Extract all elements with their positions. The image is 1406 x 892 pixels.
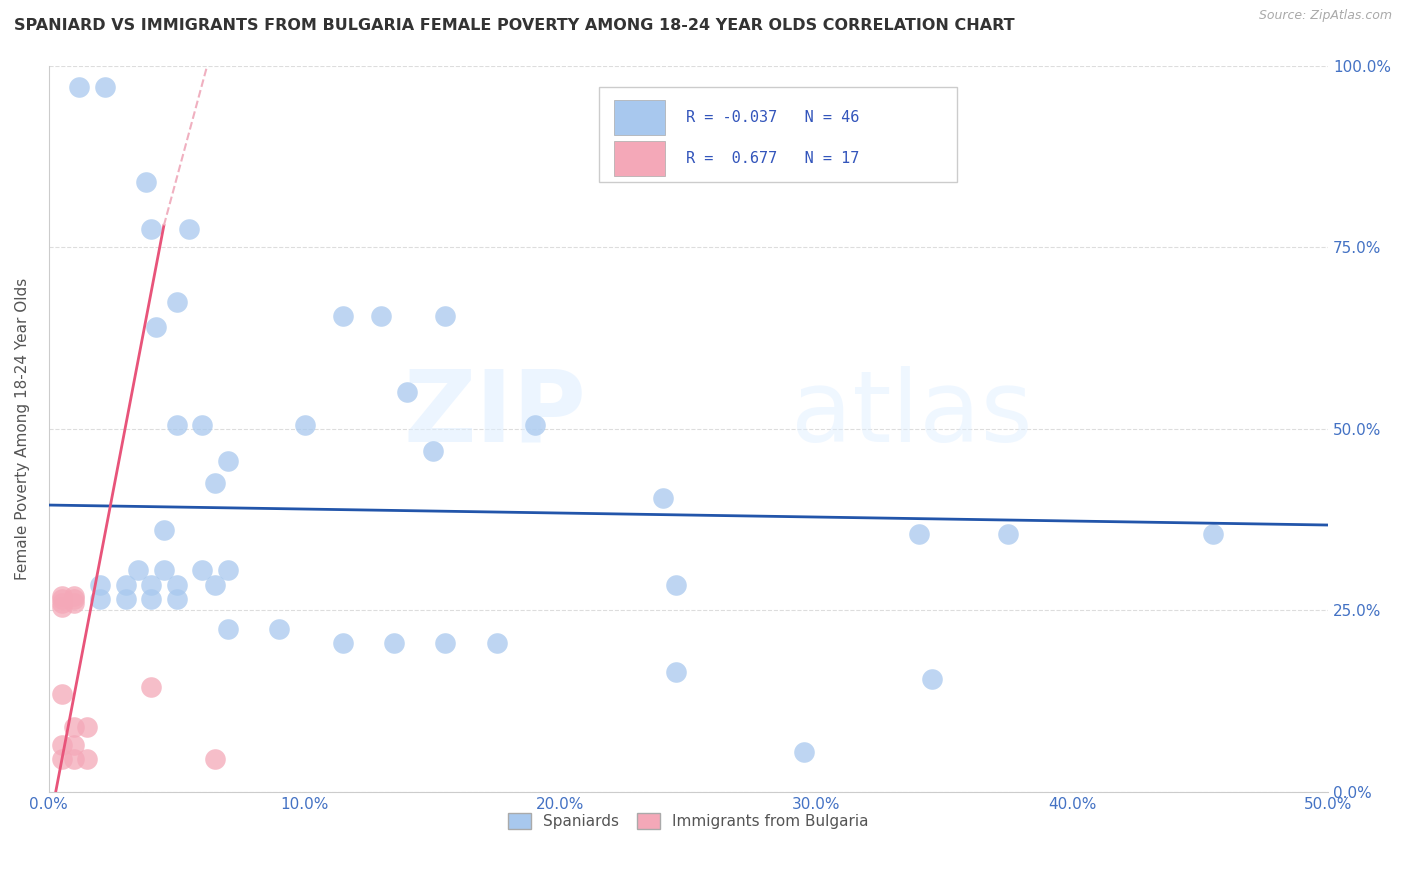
Point bbox=[63, 738, 86, 752]
Point bbox=[135, 175, 157, 189]
Point bbox=[76, 752, 98, 766]
Point bbox=[179, 222, 201, 236]
Point bbox=[139, 680, 162, 694]
Point bbox=[382, 636, 405, 650]
Point bbox=[921, 673, 943, 687]
Point bbox=[145, 320, 167, 334]
Point bbox=[51, 738, 73, 752]
Point bbox=[217, 622, 239, 636]
Point bbox=[485, 636, 508, 650]
FancyBboxPatch shape bbox=[614, 141, 665, 176]
Point bbox=[69, 80, 91, 95]
Point bbox=[204, 752, 226, 766]
Point bbox=[76, 720, 98, 734]
Point bbox=[1202, 527, 1225, 541]
Point bbox=[997, 527, 1019, 541]
Text: Source: ZipAtlas.com: Source: ZipAtlas.com bbox=[1258, 9, 1392, 22]
Point bbox=[204, 476, 226, 491]
Point bbox=[166, 578, 188, 592]
Y-axis label: Female Poverty Among 18-24 Year Olds: Female Poverty Among 18-24 Year Olds bbox=[15, 277, 30, 580]
Text: atlas: atlas bbox=[790, 366, 1032, 463]
Text: ZIP: ZIP bbox=[404, 366, 586, 463]
Point bbox=[191, 418, 214, 433]
Point bbox=[166, 418, 188, 433]
Point bbox=[94, 80, 117, 95]
Point bbox=[63, 720, 86, 734]
Point bbox=[793, 745, 815, 759]
Point bbox=[51, 596, 73, 610]
Point bbox=[267, 622, 290, 636]
Point bbox=[63, 596, 86, 610]
Point bbox=[63, 589, 86, 603]
Point bbox=[217, 454, 239, 468]
Point bbox=[665, 665, 688, 679]
Legend: Spaniards, Immigrants from Bulgaria: Spaniards, Immigrants from Bulgaria bbox=[502, 807, 875, 835]
Point bbox=[395, 385, 418, 400]
Point bbox=[51, 599, 73, 614]
Point bbox=[114, 592, 136, 607]
Point bbox=[907, 527, 929, 541]
Text: R = -0.037   N = 46: R = -0.037 N = 46 bbox=[686, 110, 859, 125]
Point bbox=[63, 592, 86, 607]
Point bbox=[166, 294, 188, 309]
Point bbox=[51, 592, 73, 607]
Text: SPANIARD VS IMMIGRANTS FROM BULGARIA FEMALE POVERTY AMONG 18-24 YEAR OLDS CORREL: SPANIARD VS IMMIGRANTS FROM BULGARIA FEM… bbox=[14, 18, 1015, 33]
Point bbox=[114, 578, 136, 592]
Point bbox=[166, 592, 188, 607]
Point bbox=[332, 636, 354, 650]
Point bbox=[665, 578, 688, 592]
Point bbox=[51, 752, 73, 766]
Point bbox=[651, 491, 673, 505]
Point bbox=[89, 578, 111, 592]
Point bbox=[153, 563, 176, 577]
FancyBboxPatch shape bbox=[599, 87, 957, 182]
Point bbox=[89, 592, 111, 607]
Point bbox=[332, 309, 354, 323]
Point bbox=[434, 636, 457, 650]
Point bbox=[191, 563, 214, 577]
Point bbox=[422, 443, 444, 458]
Point bbox=[139, 578, 162, 592]
Point bbox=[153, 524, 176, 538]
Point bbox=[217, 563, 239, 577]
FancyBboxPatch shape bbox=[614, 100, 665, 135]
Point bbox=[370, 309, 392, 323]
Point bbox=[434, 309, 457, 323]
Point bbox=[63, 752, 86, 766]
Point bbox=[127, 563, 149, 577]
Point bbox=[294, 418, 316, 433]
Point bbox=[51, 687, 73, 701]
Point bbox=[139, 592, 162, 607]
Point bbox=[204, 578, 226, 592]
Point bbox=[139, 222, 162, 236]
Point bbox=[523, 418, 546, 433]
Text: R =  0.677   N = 17: R = 0.677 N = 17 bbox=[686, 151, 859, 166]
Point bbox=[51, 589, 73, 603]
